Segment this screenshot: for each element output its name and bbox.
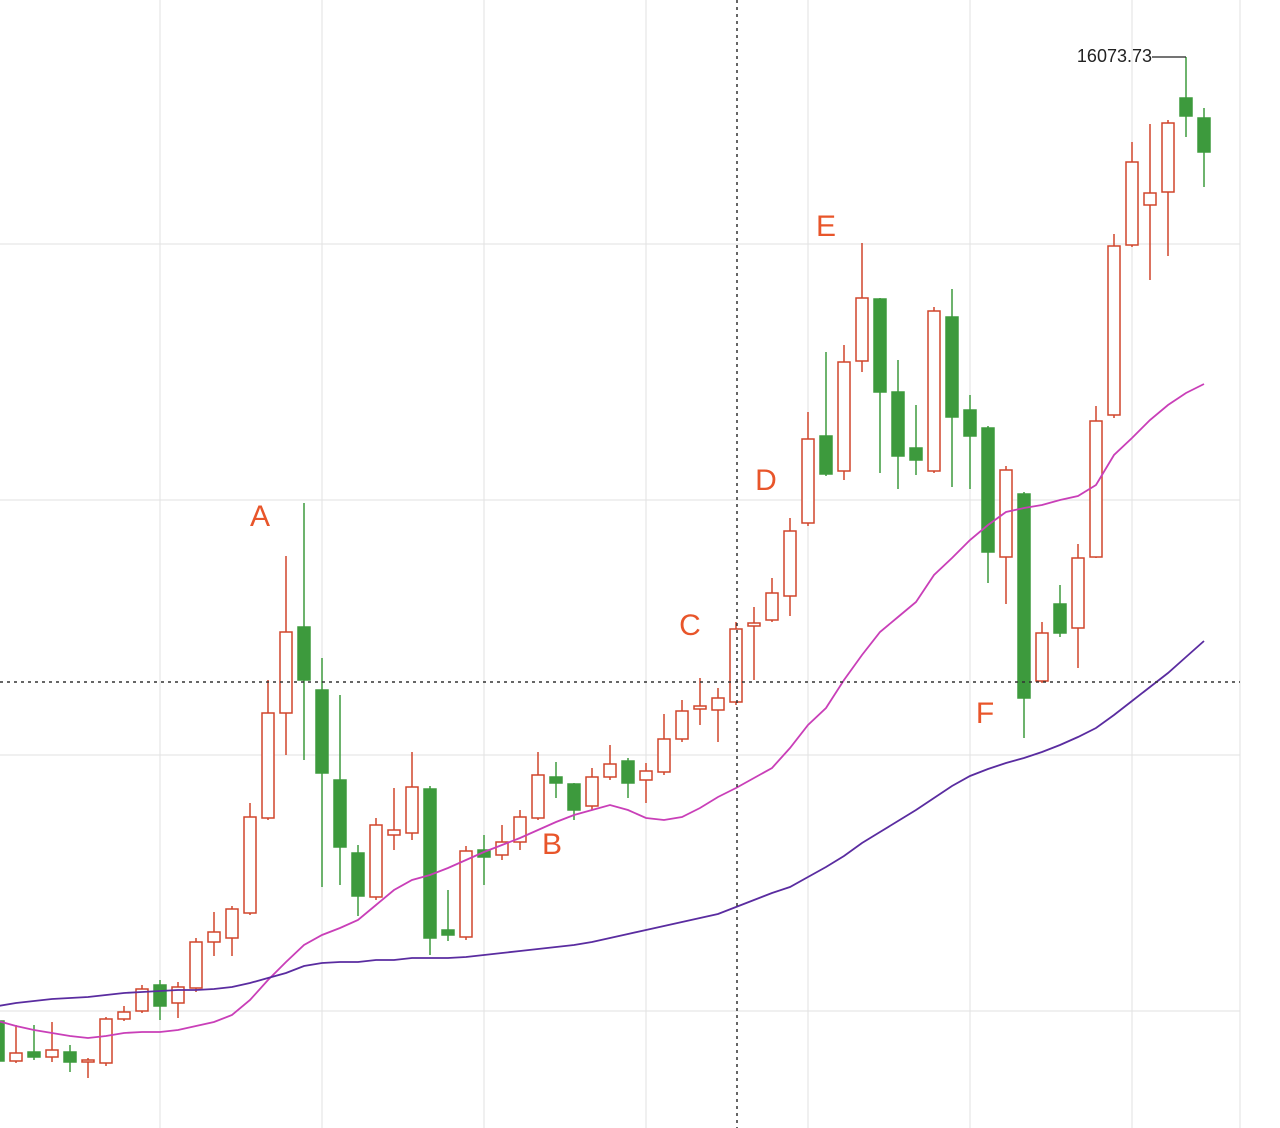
candles: [0, 57, 1211, 1078]
candle-body: [189, 941, 203, 989]
candle-body: [1179, 97, 1193, 117]
candle-body: [243, 816, 257, 914]
candle-body: [1017, 493, 1031, 699]
annotation: F: [976, 697, 994, 730]
candle-body: [1161, 122, 1175, 193]
annotation: D: [755, 464, 777, 497]
annotation: C: [679, 609, 701, 642]
candle-body: [801, 438, 815, 524]
candle-body: [837, 361, 851, 472]
candle-body: [81, 1059, 95, 1063]
candle-body: [9, 1052, 23, 1062]
candle-body: [1035, 632, 1049, 682]
crosshair: [0, 0, 1240, 1128]
candle-body: [585, 776, 599, 807]
candle-body: [963, 409, 977, 437]
candle-body: [783, 530, 797, 597]
candle-body: [693, 705, 707, 710]
candle-body: [441, 929, 455, 936]
candle-body: [351, 852, 365, 897]
candle-body: [639, 770, 653, 781]
candle-body: [567, 783, 581, 811]
candle-body: [909, 447, 923, 461]
candle-body: [117, 1011, 131, 1020]
candle-body: [819, 435, 833, 475]
candle-body: [1053, 603, 1067, 634]
candle-body: [675, 710, 689, 740]
high-label: 16073.73: [1077, 46, 1152, 66]
grid: [0, 0, 1241, 1128]
candle-body: [711, 697, 725, 711]
candle-body: [459, 850, 473, 938]
candle-body: [981, 427, 995, 553]
candle-body: [315, 689, 329, 774]
candle-body: [891, 391, 905, 457]
annotation: A: [250, 500, 270, 533]
candle-body: [927, 310, 941, 472]
candle-body: [99, 1018, 113, 1064]
candle-body: [135, 988, 149, 1012]
candle-body: [1125, 161, 1139, 246]
moving-average-line: [0, 640, 1205, 1007]
candle-body: [1089, 420, 1103, 558]
candle-body: [297, 626, 311, 681]
candle-body: [747, 622, 761, 627]
candle-body: [225, 908, 239, 939]
candle-body: [63, 1051, 77, 1063]
candle-body: [333, 779, 347, 848]
candle-body: [45, 1049, 59, 1058]
labels: 16073.73 A B C D E F: [250, 46, 1186, 861]
candle-body: [765, 592, 779, 621]
candle-body: [549, 776, 563, 784]
candle-body: [1143, 192, 1157, 206]
candle-body: [369, 824, 383, 898]
candle-body: [999, 469, 1013, 558]
candle-body: [531, 774, 545, 819]
moving-averages: [0, 383, 1205, 1039]
candle-body: [261, 712, 275, 819]
candle-body: [279, 631, 293, 714]
candle-body: [207, 931, 221, 943]
candle-body: [1107, 245, 1121, 416]
candle-body: [1071, 557, 1085, 629]
candle-body: [621, 760, 635, 784]
candle-body: [729, 628, 743, 703]
candle-body: [153, 984, 167, 1007]
candle-body: [945, 316, 959, 418]
candle-body: [423, 788, 437, 939]
candle-body: [0, 1020, 5, 1062]
candle-body: [855, 297, 869, 362]
moving-average-line: [0, 383, 1205, 1039]
candle-body: [1197, 117, 1211, 153]
annotation: B: [542, 828, 562, 861]
candle-body: [405, 786, 419, 834]
candle-body: [27, 1051, 41, 1058]
candle-body: [477, 849, 491, 858]
annotation: E: [816, 210, 836, 243]
candle-body: [387, 829, 401, 836]
candle-body: [873, 298, 887, 393]
candle-body: [657, 738, 671, 773]
candle-body: [603, 763, 617, 778]
